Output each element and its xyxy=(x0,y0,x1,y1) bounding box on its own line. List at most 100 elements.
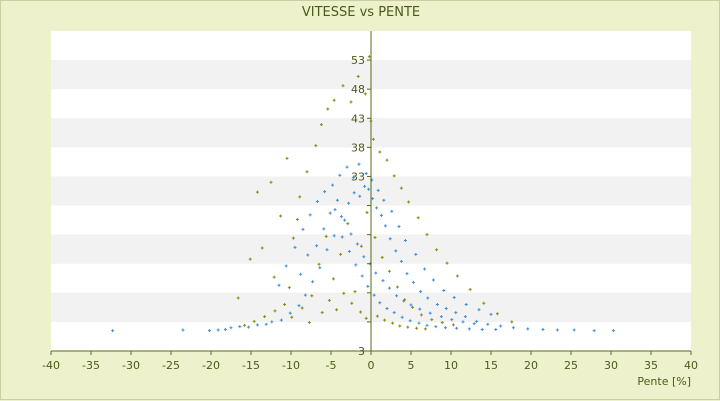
data-point xyxy=(272,275,276,279)
data-point xyxy=(346,222,350,226)
data-point xyxy=(311,280,315,284)
data-point xyxy=(379,213,383,217)
data-point xyxy=(419,313,423,317)
data-point xyxy=(394,249,398,253)
data-point xyxy=(431,278,435,282)
data-point xyxy=(331,183,335,187)
data-point xyxy=(400,315,404,319)
data-point xyxy=(270,320,274,324)
data-point xyxy=(461,320,465,324)
data-point xyxy=(403,238,407,242)
data-point xyxy=(425,233,429,237)
data-point xyxy=(365,211,369,215)
data-point xyxy=(332,234,336,238)
data-point xyxy=(364,172,368,176)
data-point xyxy=(335,308,339,312)
data-point xyxy=(451,323,455,327)
data-point xyxy=(277,283,281,287)
x-tick-label: -40 xyxy=(42,359,60,372)
x-tick-label: 30 xyxy=(604,359,618,372)
data-point xyxy=(319,123,323,127)
data-point xyxy=(332,98,336,102)
data-point xyxy=(252,319,256,323)
x-tick-group: -40 -35 -30 -25 -20 -15 -10 -5 0 5 10 15 20 25 30 35 40 xyxy=(42,351,698,372)
data-point xyxy=(324,234,328,238)
data-point xyxy=(317,262,321,266)
data-point xyxy=(411,280,415,284)
data-point xyxy=(291,236,295,240)
data-point xyxy=(406,325,410,329)
data-point xyxy=(359,244,363,248)
data-point xyxy=(264,322,268,326)
data-point xyxy=(363,184,367,188)
x-tick-label: 35 xyxy=(644,359,658,372)
x-tick-label: -30 xyxy=(122,359,140,372)
data-point xyxy=(463,315,467,319)
data-point xyxy=(443,326,447,330)
data-point xyxy=(338,173,342,177)
data-point xyxy=(408,319,412,323)
data-point xyxy=(499,324,503,328)
x-tick-label: 40 xyxy=(684,359,698,372)
data-point xyxy=(301,227,305,231)
data-point xyxy=(495,312,499,316)
data-point xyxy=(354,263,358,267)
data-point xyxy=(315,199,319,203)
data-point xyxy=(352,191,356,195)
data-point xyxy=(366,284,370,288)
data-point xyxy=(279,318,283,322)
data-point xyxy=(299,272,303,276)
data-point xyxy=(255,190,259,194)
data-point xyxy=(310,294,314,298)
data-point xyxy=(353,290,357,294)
series-1 xyxy=(236,55,514,331)
data-point xyxy=(526,327,530,331)
data-point xyxy=(315,244,319,248)
data-point xyxy=(300,306,304,310)
data-point xyxy=(472,322,476,326)
x-tick-label: 0 xyxy=(368,359,375,372)
data-point xyxy=(340,235,344,239)
data-point xyxy=(390,209,394,213)
data-point xyxy=(489,312,493,316)
data-point xyxy=(444,307,448,311)
x-tick-label: -20 xyxy=(202,359,220,372)
data-point xyxy=(592,329,596,333)
data-point xyxy=(307,320,311,324)
x-axis-label: Pente [%] xyxy=(637,375,691,388)
data-point xyxy=(434,325,438,329)
x-tick-label: 20 xyxy=(524,359,538,372)
data-point xyxy=(308,213,312,217)
y-tick-label: 43 xyxy=(351,112,365,125)
data-point xyxy=(357,162,361,166)
data-point xyxy=(511,326,515,330)
data-point xyxy=(295,218,299,222)
data-point xyxy=(555,328,559,332)
data-point xyxy=(327,298,331,302)
x-tick-label: -10 xyxy=(282,359,300,372)
data-point xyxy=(399,186,403,190)
data-point xyxy=(375,314,379,318)
data-point xyxy=(572,328,576,332)
x-tick-label: -5 xyxy=(326,359,337,372)
data-point xyxy=(387,286,391,290)
data-point xyxy=(467,327,471,331)
data-point xyxy=(367,55,371,59)
data-point xyxy=(283,302,287,306)
y-tick-label: 33 xyxy=(351,170,365,183)
data-point xyxy=(411,305,415,309)
data-point xyxy=(407,200,411,204)
x-tick-label: 25 xyxy=(564,359,578,372)
data-point xyxy=(378,150,382,154)
data-point xyxy=(355,242,359,246)
data-point xyxy=(293,245,297,249)
data-point xyxy=(364,316,368,320)
data-point xyxy=(417,321,421,325)
data-point xyxy=(380,255,384,259)
data-point xyxy=(381,279,385,283)
data-point xyxy=(287,286,291,290)
data-point xyxy=(279,214,283,218)
data-point xyxy=(349,100,353,104)
data-point xyxy=(342,291,346,295)
data-point xyxy=(247,325,251,329)
